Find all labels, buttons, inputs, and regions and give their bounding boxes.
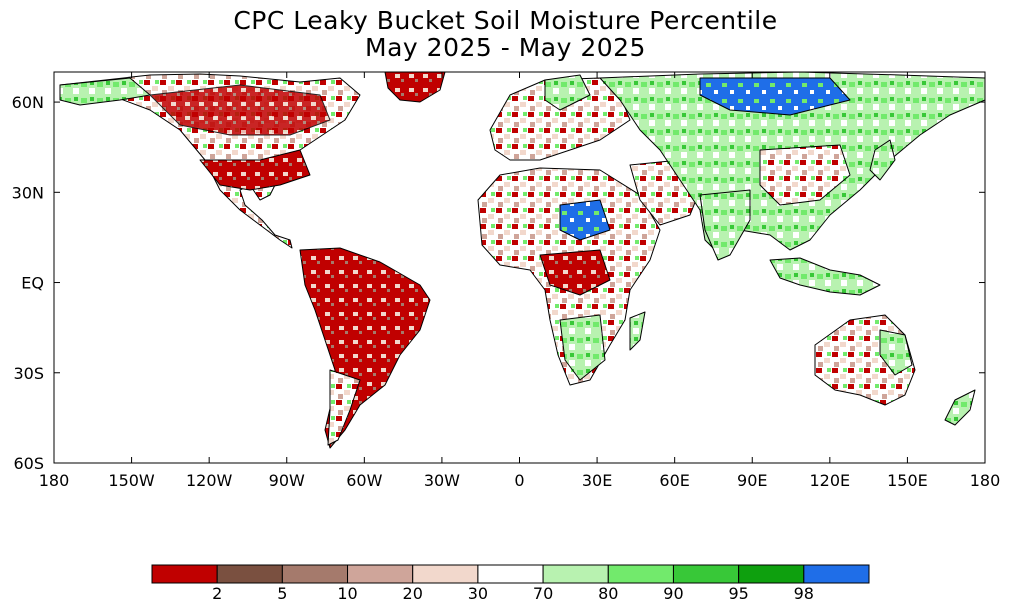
- legend-swatch: [477, 564, 544, 584]
- latitude-axis: 60N 30N EQ 30S 60S: [12, 93, 985, 473]
- legend-label: 10: [337, 584, 357, 603]
- legend-label: 80: [598, 584, 618, 603]
- legend-swatch: [216, 564, 283, 584]
- legend-swatch: [672, 564, 740, 584]
- legend-swatch: [607, 564, 674, 584]
- legend-label: 2: [212, 584, 222, 603]
- legend-label: 30: [468, 584, 488, 603]
- australia-east-wet: [879, 329, 913, 376]
- alaska-region: [59, 77, 151, 106]
- legend-swatch: [347, 564, 414, 584]
- southern-cone-region: [327, 369, 361, 446]
- legend-label: 90: [663, 584, 683, 603]
- lon-tick-label: 120E: [810, 471, 851, 490]
- legend-label: 5: [277, 584, 287, 603]
- lon-tick-label: 90E: [737, 471, 767, 490]
- lat-tick-label: 30N: [12, 183, 44, 202]
- lon-tick-label: 30W: [424, 471, 460, 490]
- legend-label: 95: [728, 584, 748, 603]
- legend-label: 70: [533, 584, 553, 603]
- lon-tick-label: 60W: [346, 471, 382, 490]
- lon-tick-label: 150E: [887, 471, 928, 490]
- china-region: [759, 144, 851, 206]
- lon-tick-label: 30E: [582, 471, 612, 490]
- legend-swatch: [803, 564, 870, 584]
- color-legend: 2 5 10 20 30 70 80 90 95 98: [151, 564, 870, 603]
- lon-tick-label: 150W: [108, 471, 155, 490]
- japan-region: [869, 139, 896, 181]
- legend-swatch: [151, 564, 218, 584]
- map-title: CPC Leaky Bucket Soil Moisture Percentil…: [233, 6, 778, 35]
- lon-tick-label: 90W: [269, 471, 305, 490]
- new-zealand-region: [944, 389, 976, 426]
- europe-region: [489, 77, 631, 161]
- lat-tick-label: 60S: [13, 454, 44, 473]
- lat-tick-label: 60N: [12, 93, 44, 112]
- lon-tick-label: 60E: [659, 471, 689, 490]
- lon-tick-label: 180: [970, 471, 1001, 490]
- lon-tick-label: 0: [514, 471, 524, 490]
- lat-tick-label: EQ: [21, 274, 44, 293]
- sahel-wet-region: [559, 199, 611, 241]
- longitude-axis: 180 150W 120W 90W 60W 30W 0 30E 60E 90E 120E 150E 18…: [39, 72, 1001, 490]
- legend-label: 20: [403, 584, 423, 603]
- greenland-region: [384, 71, 446, 103]
- legend-swatch: [281, 564, 349, 584]
- land-masses: [59, 71, 986, 449]
- scandinavia-region: [544, 74, 591, 111]
- legend-label: 98: [794, 584, 814, 603]
- lat-tick-label: 30S: [13, 364, 44, 383]
- central-africa-drought: [539, 249, 611, 296]
- southeast-asia-islands: [769, 257, 881, 296]
- legend-swatch: [412, 564, 479, 584]
- canada-region: [149, 84, 331, 136]
- lon-tick-label: 180: [39, 471, 70, 490]
- legend-swatch: [738, 564, 805, 584]
- usa-drought-region: [199, 149, 311, 191]
- lon-tick-label: 120W: [186, 471, 233, 490]
- madagascar-region: [629, 311, 646, 351]
- india-region: [699, 189, 751, 261]
- southern-africa-wet: [559, 314, 606, 381]
- legend-swatch: [542, 564, 609, 584]
- map-date-range: May 2025 - May 2025: [365, 33, 646, 62]
